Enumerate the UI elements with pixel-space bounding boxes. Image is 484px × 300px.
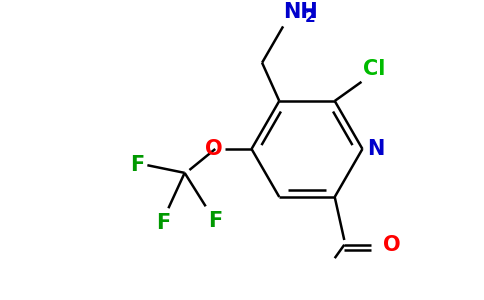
- Text: N: N: [367, 139, 385, 159]
- Text: O: O: [205, 139, 223, 159]
- Text: Cl: Cl: [363, 59, 386, 79]
- Text: 2: 2: [305, 11, 316, 26]
- Text: NH: NH: [283, 2, 318, 22]
- Text: F: F: [156, 213, 171, 233]
- Text: O: O: [382, 235, 400, 255]
- Text: F: F: [130, 155, 145, 175]
- Text: F: F: [209, 211, 223, 231]
